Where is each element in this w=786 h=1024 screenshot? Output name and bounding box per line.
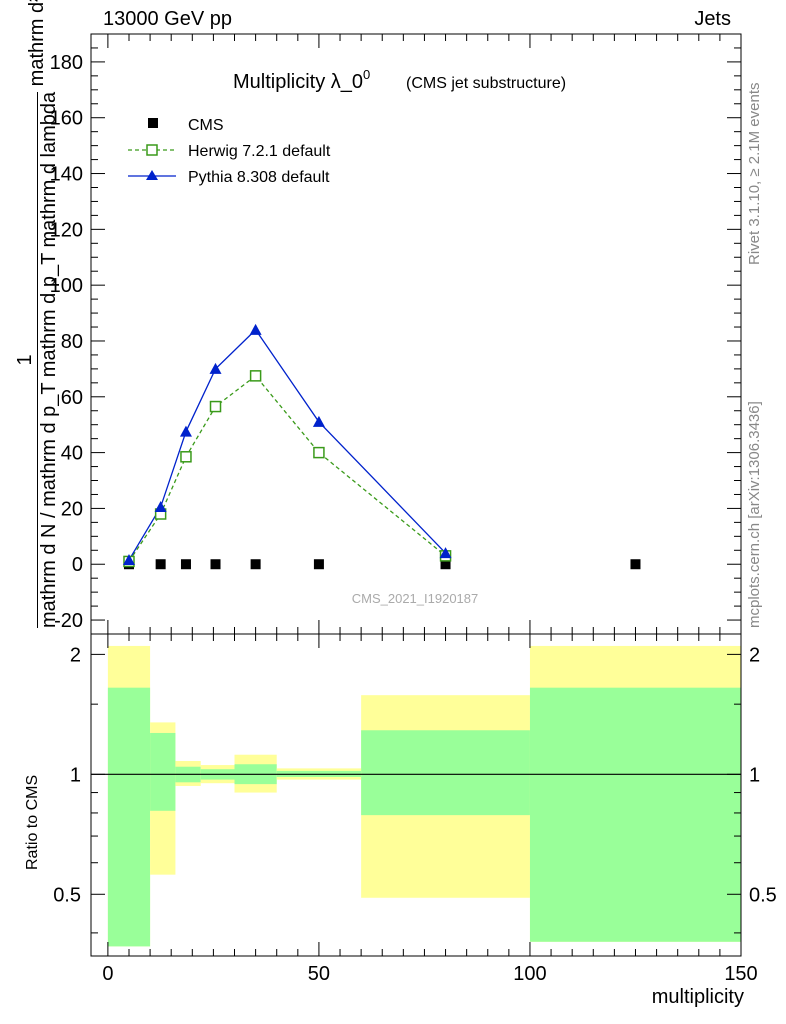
cms-point xyxy=(155,559,166,570)
x-tick-label: 50 xyxy=(308,963,330,985)
legend-label-cms: CMS xyxy=(188,117,224,134)
main-y-tick-label: 180 xyxy=(50,52,83,74)
ratio-y-tick-label-right: 0.5 xyxy=(749,884,777,906)
ratio-band-inner xyxy=(529,687,741,942)
main-y-tick-label: -20 xyxy=(54,610,83,632)
main-y-tick-label: 0 xyxy=(72,554,83,576)
cms-point xyxy=(630,559,641,570)
pythia-point xyxy=(249,323,262,335)
herwig-point xyxy=(313,446,325,459)
pythia-point xyxy=(179,425,192,437)
herwig-line xyxy=(128,374,446,562)
ratio-frame xyxy=(90,633,742,957)
chart-subtitle: (CMS jet substructure) xyxy=(406,75,566,92)
chart-title-main: Multiplicity λ_0 xyxy=(233,71,363,93)
legend-marker-cms xyxy=(148,118,158,128)
herwig-point xyxy=(209,400,222,413)
ratio-plot: 0.5 0.5 1 1 2 2 0 50 100 150 xyxy=(53,633,777,985)
main-y-tick-label: 120 xyxy=(50,219,83,241)
cms-point xyxy=(440,559,451,570)
x-axis-title: multiplicity xyxy=(651,986,744,1008)
chart-title: Multiplicity λ_00 xyxy=(233,67,370,93)
cms-point xyxy=(250,559,261,570)
ratio-band-inner xyxy=(361,730,530,816)
main-y-tick-label: 40 xyxy=(61,443,83,465)
ratio-y-tick-label: 0.5 xyxy=(53,884,81,906)
legend-label-pythia: Pythia 8.308 default xyxy=(188,169,330,186)
analysis-watermark: CMS_2021_I1920187 xyxy=(352,591,479,606)
legend-marker-herwig xyxy=(146,144,158,156)
legend-label-herwig: Herwig 7.2.1 default xyxy=(188,143,331,160)
pythia-point xyxy=(312,415,325,427)
x-tick-label: 0 xyxy=(102,963,113,985)
main-y-tick-label: 80 xyxy=(61,331,83,353)
x-tick-label: 150 xyxy=(724,963,757,985)
ratio-y-tick-label-right: 1 xyxy=(749,764,760,786)
cms-point xyxy=(313,559,324,570)
herwig-point xyxy=(180,451,192,463)
chart-title-superscript: 0 xyxy=(363,67,370,82)
ratio-y-tick-label-right: 2 xyxy=(749,644,760,666)
main-y-tick-label: 100 xyxy=(50,275,83,297)
ratio-band-inner xyxy=(150,732,176,811)
herwig-point xyxy=(249,370,262,382)
cms-point xyxy=(210,559,221,570)
cms-point xyxy=(180,559,191,570)
pythia-line xyxy=(128,328,447,561)
ratio-y-tick-label: 2 xyxy=(70,644,81,666)
ratio-band-inner xyxy=(107,687,151,947)
main-y-tick-label: 160 xyxy=(50,108,83,130)
pythia-point xyxy=(439,547,452,559)
main-y-tick-label: 20 xyxy=(61,498,83,520)
header-right-label: Jets xyxy=(694,8,731,30)
ratio-y-tick-label: 1 xyxy=(70,764,81,786)
legend-marker-pythia xyxy=(146,170,158,180)
pythia-point xyxy=(122,554,135,566)
header-left-label: 13000 GeV pp xyxy=(103,8,232,30)
x-tick-label: 100 xyxy=(513,963,546,985)
main-y-tick-label: 140 xyxy=(50,164,83,186)
pythia-point xyxy=(209,362,222,374)
main-y-tick-label: 60 xyxy=(61,387,83,409)
legend: CMS Herwig 7.2.1 default Pythia 8.308 de… xyxy=(128,117,331,186)
pythia-point xyxy=(154,501,167,513)
